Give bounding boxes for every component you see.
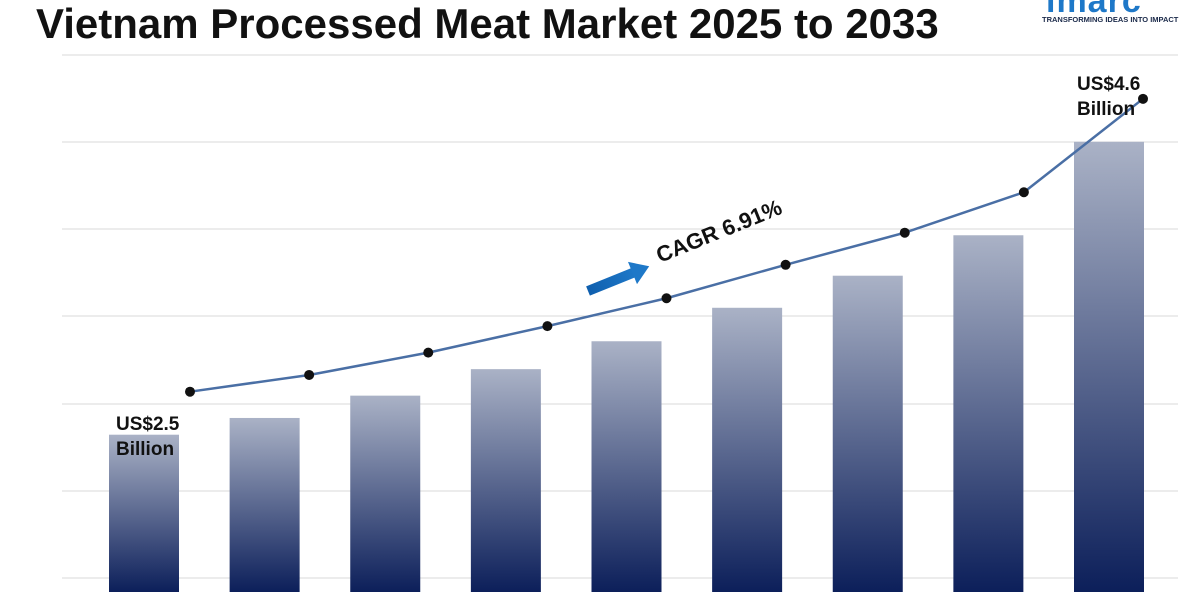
bar-2026 <box>229 417 300 592</box>
cagr-arrow <box>586 261 650 296</box>
end-unit-label: Billion <box>1077 99 1135 120</box>
trend-point-2030 <box>780 259 791 270</box>
start-unit-label: Billion <box>116 439 174 460</box>
bar-2032 <box>953 235 1024 593</box>
trend-point-2027 <box>423 347 434 358</box>
chart-title: Vietnam Processed Meat Market 2025 to 20… <box>36 0 939 47</box>
bar-2027 <box>350 395 421 592</box>
trend-point-2025 <box>185 386 195 397</box>
bar-2025 <box>109 434 179 592</box>
logo-tagline: TRANSFORMING IDEAS INTO IMPACT <box>1042 15 1179 24</box>
trend-point-2029 <box>661 293 672 304</box>
bar-2029 <box>591 341 662 592</box>
bar-2030 <box>712 307 783 592</box>
bar-2033 <box>1074 141 1144 592</box>
imarc-logo: imarc TRANSFORMING IDEAS INTO IMPACT <box>1034 0 1200 36</box>
bar-2031 <box>832 275 903 592</box>
trend-point-2032 <box>1018 187 1029 198</box>
trend-point-2026 <box>304 369 315 380</box>
logo-wordmark: imarc <box>1046 0 1142 20</box>
cagr-label: CAGR 6.91% <box>653 195 786 268</box>
trend-markers <box>185 93 1148 397</box>
bars <box>109 141 1144 593</box>
end-value-label: US$4.6 <box>1077 74 1140 95</box>
trend-point-2031 <box>899 227 910 238</box>
start-value-label: US$2.5 <box>116 414 180 435</box>
trend-point-2028 <box>542 321 553 332</box>
trend-point-2033 <box>1138 93 1148 104</box>
bar-2028 <box>470 369 541 592</box>
